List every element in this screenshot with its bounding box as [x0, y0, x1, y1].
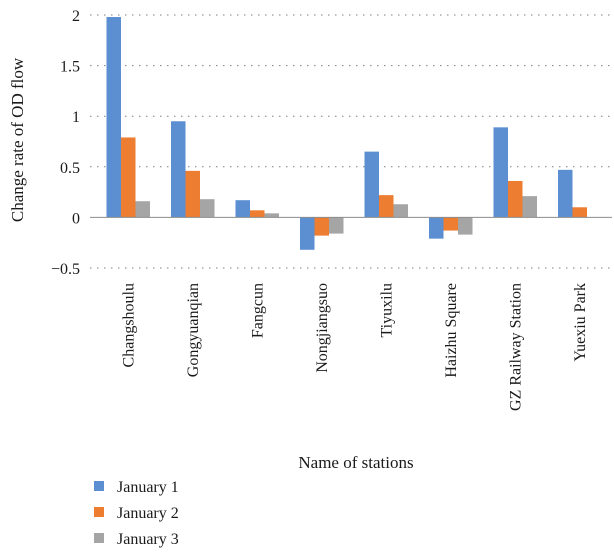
y-tick-label: 2: [72, 8, 80, 25]
bar: [314, 217, 329, 236]
bar: [429, 217, 444, 239]
y-axis-title: Change rate of OD flow: [8, 57, 27, 222]
bar: [235, 200, 250, 218]
bar: [250, 210, 265, 218]
x-tick-label: Yuexiu Park: [572, 283, 589, 362]
bar: [121, 137, 136, 218]
bar: [379, 195, 394, 218]
bar: [300, 217, 315, 250]
legend-label: January 3: [117, 531, 179, 548]
y-axis-ticks: −0.5 0 0.5 1 1.5 2: [51, 8, 80, 278]
x-tick-label: Changshoulu: [120, 283, 137, 367]
x-tick-label: Tiyuxilu: [378, 283, 395, 338]
bar: [508, 180, 523, 218]
bar: [200, 199, 215, 218]
bar: [171, 121, 186, 218]
x-tick-label: Gongyuanqian: [185, 283, 202, 377]
bar: [493, 127, 508, 218]
legend-label: January 2: [117, 505, 179, 522]
bar: [558, 169, 573, 218]
bar: [135, 201, 150, 218]
bar: [364, 151, 379, 218]
bar: [458, 217, 473, 235]
x-axis-title: Name of stations: [298, 453, 413, 472]
bar: [443, 217, 458, 231]
x-tick-label: Fangcun: [249, 283, 266, 338]
x-axis-ticks: Changshoulu Gongyuanqian Fangcun Nongjiangs…: [120, 283, 589, 411]
x-tick-label: Haizhu Square: [443, 283, 460, 378]
bar: [329, 217, 344, 234]
grid-lines: [90, 14, 612, 269]
legend-swatch: [94, 533, 104, 543]
bars: [106, 17, 587, 250]
y-tick-label: −0.5: [51, 261, 80, 278]
y-tick-label: 1: [72, 109, 80, 126]
bar: [572, 207, 587, 218]
legend-swatch: [94, 481, 104, 491]
bar: [522, 196, 537, 218]
x-tick-label: Nongjiangsuo: [314, 283, 331, 373]
legend: January 1 January 2 January 3: [94, 479, 179, 548]
x-tick-label: GZ Railway Station: [507, 283, 524, 411]
bar: [106, 17, 121, 218]
y-tick-label: 0.5: [60, 160, 80, 177]
y-tick-label: 0: [72, 210, 80, 227]
bar: [393, 204, 408, 218]
y-tick-label: 1.5: [60, 59, 80, 76]
legend-label: January 1: [117, 479, 179, 496]
bar: [185, 170, 200, 218]
bar: [264, 213, 279, 218]
legend-swatch: [94, 507, 104, 517]
